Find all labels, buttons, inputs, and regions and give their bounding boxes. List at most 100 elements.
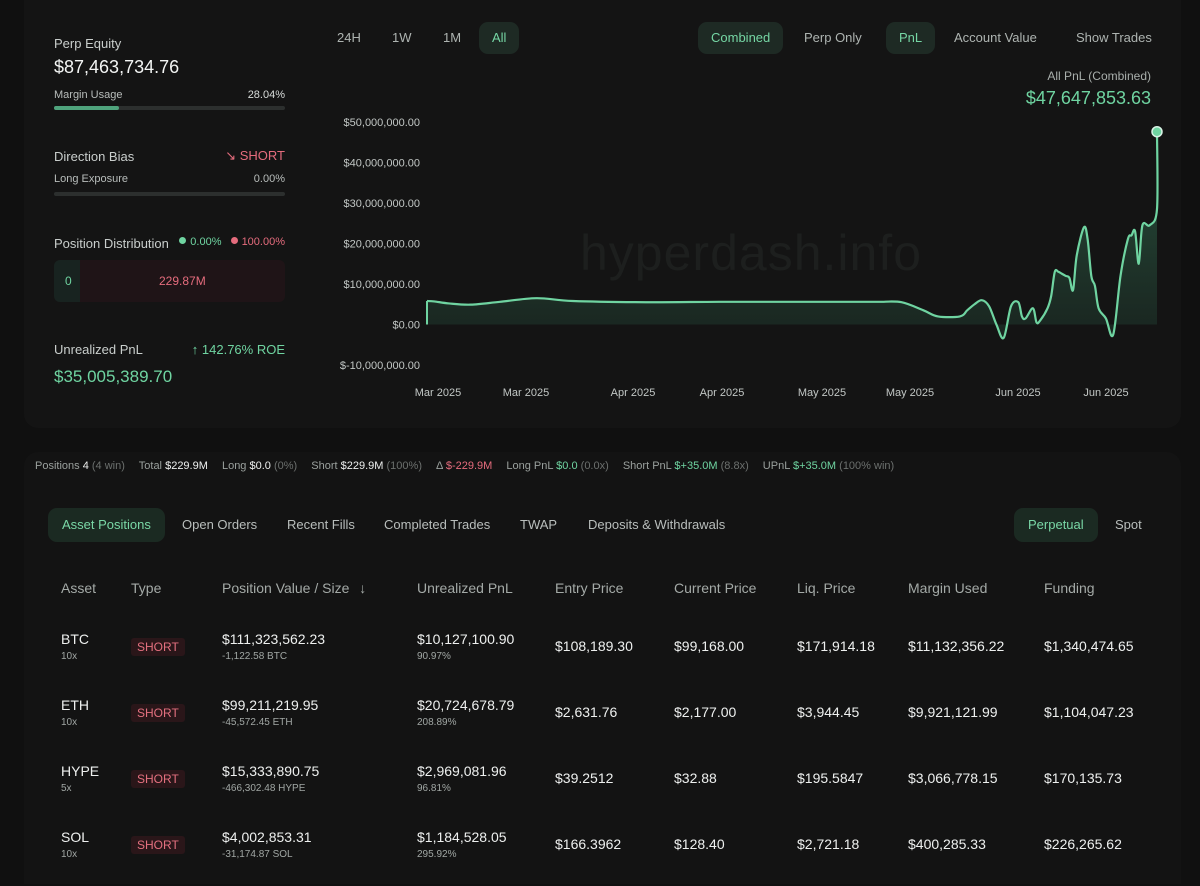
table-row[interactable]: ETH 10x SHORT $99,211,219.95 -45,572.45 ETH $…	[24, 688, 1181, 754]
tab-perpetual[interactable]: Perpetual	[1014, 508, 1098, 542]
position-size: -45,572.45 ETH	[222, 717, 293, 728]
current-price: $32.88	[674, 770, 717, 786]
position-distribution-legend: 0.00% 100.00%	[173, 236, 285, 248]
pnl-area	[427, 131, 1158, 339]
unrealized-pnl-pct: 208.89%	[417, 717, 457, 728]
range-all[interactable]: All	[479, 22, 520, 54]
mode-perp-only[interactable]: Perp Only	[804, 30, 862, 45]
long-dot-icon	[179, 237, 187, 244]
y-tick-label: $10,000,000.00	[344, 279, 420, 291]
range-1m[interactable]: 1M	[443, 30, 462, 45]
arrow-up-icon: ↑	[191, 342, 199, 357]
table-row[interactable]: HYPE 5x SHORT $15,333,890.75 -466,302.48 HYP…	[24, 754, 1181, 820]
margin-used: $400,285.33	[908, 836, 986, 852]
tab-twap[interactable]: TWAP	[520, 517, 558, 532]
short-dot-icon	[230, 237, 238, 244]
direction-bias-label: Direction Bias	[54, 149, 135, 164]
long-exposure-bar	[54, 192, 285, 196]
header-unrealized-pnl[interactable]: Unrealized PnL	[417, 580, 513, 596]
position-value: $15,333,890.75	[222, 763, 320, 779]
position-distribution-bar: 0 229.87M	[54, 260, 285, 302]
header-position-value-label: Position Value / Size	[222, 580, 350, 596]
tab-open-orders[interactable]: Open Orders	[182, 517, 258, 532]
x-tick-label: Jun 2025	[995, 387, 1040, 399]
stat-delta: Δ $-229.9M	[436, 460, 493, 472]
table-row[interactable]: BTC 10x SHORT $111,323,562.23 -1,122.58 BTC $…	[24, 622, 1181, 688]
long-exposure-value: 0.00%	[253, 173, 285, 185]
entry-price: $166.3962	[555, 836, 622, 852]
header-funding[interactable]: Funding	[1044, 580, 1095, 596]
x-tick-label: Jun 2025	[1083, 387, 1128, 399]
tab-deposits-withdrawals[interactable]: Deposits & Withdrawals	[588, 517, 726, 532]
stat-short: Short $229.9M (100%)	[311, 460, 422, 472]
unrealized-pnl-pct: 295.92%	[417, 849, 457, 860]
leverage: 5x	[61, 783, 72, 794]
stat-upnl: UPnL $+35.0M (100% win)	[762, 460, 895, 472]
tab-completed-trades[interactable]: Completed Trades	[384, 517, 491, 532]
stat-total: Total $229.9M	[138, 460, 208, 472]
y-tick-label: $0.00	[392, 320, 420, 332]
unrealized-pnl-label: Unrealized PnL	[54, 342, 143, 357]
pnl-total: $47,647,853.63	[1025, 88, 1151, 108]
range-24h[interactable]: 24H	[337, 30, 361, 45]
position-size: -466,302.48 HYPE	[222, 783, 306, 794]
asset-name: BTC	[61, 631, 89, 647]
x-tick-label: Apr 2025	[611, 387, 656, 399]
positions-stats: Positions 4 (4 win) Total $229.9M Long $…	[35, 460, 905, 472]
direction-bias: ↘ SHORT	[225, 148, 285, 164]
position-value: $111,323,562.23	[222, 631, 326, 647]
header-position-value[interactable]: Position Value / Size ↓	[222, 580, 366, 596]
y-tick-label: $20,000,000.00	[344, 239, 420, 251]
liq-price: $195.5847	[797, 770, 864, 786]
y-tick-label: $40,000,000.00	[344, 158, 420, 170]
y-tick-label: $-10,000,000.00	[340, 360, 420, 372]
funding: $1,104,047.23	[1044, 704, 1134, 720]
direction-bias-value: SHORT	[239, 148, 285, 163]
unrealized-pnl: $20,724,678.79	[417, 697, 515, 713]
long-exposure-label: Long Exposure	[54, 173, 128, 185]
header-current-price[interactable]: Current Price	[674, 580, 757, 596]
unrealized-pnl: $10,127,100.90	[417, 631, 515, 647]
header-liq-price[interactable]: Liq. Price	[797, 580, 856, 596]
liq-price: $171,914.18	[797, 638, 875, 654]
position-value: $99,211,219.95	[222, 697, 319, 713]
perp-equity-value: $87,463,734.76	[54, 57, 180, 77]
unrealized-pnl-pct: 90.97%	[417, 651, 451, 662]
roe-value: 142.76% ROE	[201, 342, 285, 357]
table-row[interactable]: SOL 10x SHORT $4,002,853.31 -31,174.87 SOL $1…	[24, 820, 1181, 886]
x-tick-label: Apr 2025	[700, 387, 745, 399]
show-trades-button[interactable]: Show Trades	[1076, 30, 1152, 45]
leverage: 10x	[61, 651, 78, 662]
unrealized-pnl-pct: 96.81%	[417, 783, 451, 794]
dist-long-pct: 0.00%	[190, 236, 222, 248]
trend-down-icon: ↘	[225, 148, 237, 163]
header-type[interactable]: Type	[131, 580, 162, 596]
y-tick-label: $30,000,000.00	[344, 198, 420, 210]
header-entry-price[interactable]: Entry Price	[555, 580, 624, 596]
asset-name: HYPE	[61, 763, 100, 779]
margin-usage-bar	[54, 106, 285, 110]
tab-spot[interactable]: Spot	[1115, 517, 1142, 532]
metric-account-value[interactable]: Account Value	[954, 30, 1037, 45]
unrealized-pnl: $1,184,528.05	[417, 829, 507, 845]
range-1w[interactable]: 1W	[392, 30, 412, 45]
header-margin-used[interactable]: Margin Used	[908, 580, 988, 596]
dist-short-pct: 100.00%	[241, 236, 285, 248]
tab-asset-positions[interactable]: Asset Positions	[48, 508, 165, 542]
pnl-end-point	[1151, 125, 1163, 138]
y-tick-label: $50,000,000.00	[344, 117, 420, 129]
funding: $1,340,474.65	[1044, 638, 1134, 654]
current-price: $2,177.00	[674, 704, 737, 720]
overview-panel: Perp Equity $87,463,734.76 Margin Usage …	[24, 0, 1181, 428]
stat-short-pnl: Short PnL $+35.0M (8.8x)	[622, 460, 749, 472]
header-asset[interactable]: Asset	[61, 580, 97, 596]
position-type-badge: SHORT	[131, 836, 185, 854]
position-value: $4,002,853.31	[222, 829, 312, 845]
current-price: $99,168.00	[674, 638, 745, 654]
tab-recent-fills[interactable]: Recent Fills	[287, 517, 355, 532]
dist-long-segment	[54, 260, 80, 302]
mode-combined[interactable]: Combined	[698, 22, 784, 54]
metric-pnl[interactable]: PnL	[886, 22, 936, 54]
x-tick-label: May 2025	[798, 387, 846, 399]
asset-name: SOL	[61, 829, 90, 845]
